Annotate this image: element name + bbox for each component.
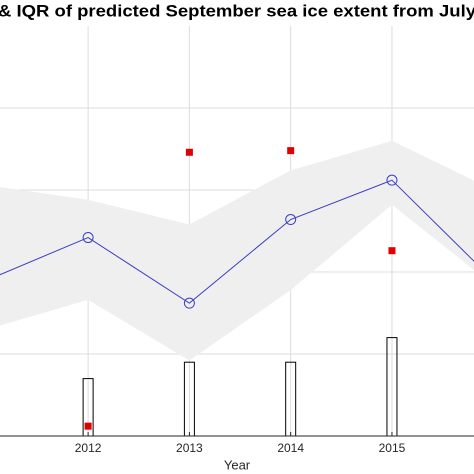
median-marker — [386, 174, 398, 186]
observed-point — [84, 422, 92, 430]
x-axis-label: Year — [224, 457, 251, 472]
median-marker — [285, 214, 297, 226]
x-tick-label: 2015 — [379, 441, 406, 455]
iqr-band — [0, 140, 474, 361]
observed-point — [388, 247, 396, 255]
median-marker — [82, 232, 94, 244]
median-marker — [183, 297, 195, 309]
chart-title: & IQR of predicted September sea ice ext… — [0, 2, 474, 20]
x-tick-label: 2013 — [176, 441, 203, 455]
x-tick-label: 2014 — [277, 441, 304, 455]
bar — [386, 337, 398, 436]
bar — [183, 361, 195, 436]
observed-point — [287, 147, 295, 155]
plot-area — [0, 140, 474, 436]
bar — [285, 361, 297, 436]
observed-point — [185, 148, 193, 156]
median-line — [0, 179, 474, 304]
bar — [82, 378, 94, 436]
x-tick-label: 2012 — [75, 441, 102, 455]
